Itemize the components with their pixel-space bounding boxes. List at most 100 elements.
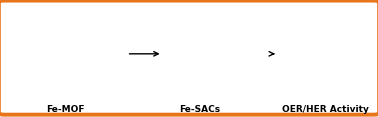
Circle shape <box>189 58 197 66</box>
Circle shape <box>183 37 186 41</box>
Circle shape <box>167 15 175 24</box>
Circle shape <box>198 8 201 12</box>
Circle shape <box>213 17 220 24</box>
Circle shape <box>179 21 182 24</box>
Circle shape <box>199 46 203 50</box>
Circle shape <box>200 54 206 60</box>
Circle shape <box>201 47 208 53</box>
Circle shape <box>172 27 180 35</box>
Circle shape <box>202 45 204 47</box>
Circle shape <box>237 68 245 76</box>
Circle shape <box>174 34 177 37</box>
Circle shape <box>170 49 174 54</box>
Circle shape <box>216 51 219 55</box>
Circle shape <box>188 10 194 15</box>
Circle shape <box>175 36 181 42</box>
Circle shape <box>199 54 202 57</box>
Circle shape <box>195 51 203 59</box>
Circle shape <box>228 45 230 46</box>
Circle shape <box>180 74 183 77</box>
Circle shape <box>204 7 208 11</box>
Circle shape <box>193 24 197 28</box>
Circle shape <box>167 42 176 50</box>
Circle shape <box>236 64 244 72</box>
Circle shape <box>218 58 225 65</box>
Circle shape <box>166 60 170 65</box>
Circle shape <box>189 65 195 72</box>
Circle shape <box>168 39 174 45</box>
Circle shape <box>157 70 161 74</box>
Circle shape <box>185 90 187 92</box>
Circle shape <box>166 32 174 40</box>
Circle shape <box>159 79 162 82</box>
Polygon shape <box>69 65 85 79</box>
Circle shape <box>222 35 229 42</box>
Circle shape <box>197 60 201 64</box>
Circle shape <box>203 57 205 60</box>
Circle shape <box>183 33 191 42</box>
Circle shape <box>177 76 179 79</box>
Circle shape <box>185 43 192 49</box>
Circle shape <box>207 71 212 76</box>
Polygon shape <box>71 59 84 73</box>
Circle shape <box>169 49 178 57</box>
Circle shape <box>210 64 215 69</box>
Circle shape <box>198 54 202 58</box>
Circle shape <box>186 70 195 79</box>
Circle shape <box>197 61 200 64</box>
Circle shape <box>194 52 198 56</box>
Circle shape <box>219 15 223 19</box>
Circle shape <box>204 80 208 84</box>
Circle shape <box>165 53 166 55</box>
Circle shape <box>175 41 183 49</box>
Circle shape <box>232 40 241 49</box>
Circle shape <box>184 45 192 52</box>
Circle shape <box>186 75 190 78</box>
Circle shape <box>202 53 204 55</box>
Circle shape <box>177 14 185 22</box>
Circle shape <box>194 50 205 60</box>
Circle shape <box>198 38 206 46</box>
Circle shape <box>215 81 223 89</box>
Circle shape <box>208 62 210 64</box>
Circle shape <box>175 52 183 60</box>
Circle shape <box>218 19 222 22</box>
Circle shape <box>205 79 209 83</box>
Circle shape <box>241 47 244 51</box>
Circle shape <box>194 48 203 58</box>
Circle shape <box>167 83 172 88</box>
Circle shape <box>197 57 202 63</box>
Text: 4H₂O + 4e⁾ → 4OH⁾ + 2H₂: 4H₂O + 4e⁾ → 4OH⁾ + 2H₂ <box>280 84 330 88</box>
Circle shape <box>176 89 179 92</box>
Circle shape <box>202 52 208 57</box>
Circle shape <box>188 49 196 57</box>
Circle shape <box>168 35 175 41</box>
Circle shape <box>228 51 229 52</box>
Circle shape <box>185 34 194 42</box>
Circle shape <box>202 48 208 55</box>
Circle shape <box>182 15 193 26</box>
Circle shape <box>198 50 206 57</box>
Circle shape <box>209 17 211 19</box>
Circle shape <box>204 49 207 52</box>
Circle shape <box>178 71 183 76</box>
Circle shape <box>196 60 199 63</box>
Circle shape <box>198 24 205 31</box>
Circle shape <box>186 72 192 77</box>
Circle shape <box>178 52 187 61</box>
Circle shape <box>181 53 189 61</box>
Circle shape <box>166 43 172 49</box>
Circle shape <box>190 48 193 51</box>
Circle shape <box>174 32 175 34</box>
Circle shape <box>211 71 213 74</box>
Circle shape <box>200 49 209 58</box>
Circle shape <box>166 57 167 58</box>
Circle shape <box>158 31 167 40</box>
Circle shape <box>192 26 198 33</box>
Circle shape <box>235 48 240 53</box>
Circle shape <box>235 51 236 53</box>
Circle shape <box>223 47 228 53</box>
Circle shape <box>191 24 199 33</box>
Circle shape <box>218 34 226 41</box>
Circle shape <box>227 23 234 30</box>
